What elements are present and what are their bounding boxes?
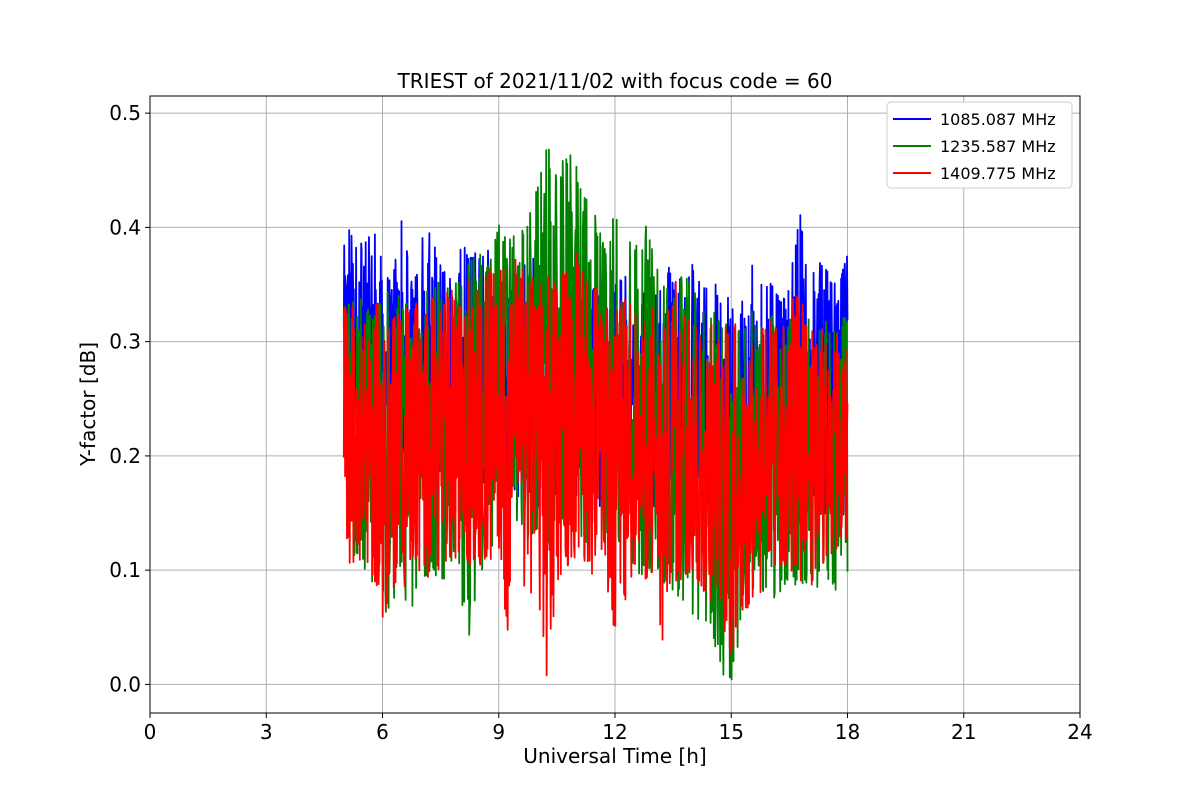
series-layer bbox=[342, 148, 849, 681]
legend-label-1: 1085.087 MHz bbox=[940, 110, 1056, 129]
series-line-3 bbox=[342, 252, 849, 677]
x-tick-label: 3 bbox=[260, 720, 273, 744]
y-tick-label: 0.0 bbox=[109, 672, 141, 696]
x-tick-label: 9 bbox=[492, 720, 505, 744]
x-tick-label: 15 bbox=[719, 720, 744, 744]
x-tick-label: 6 bbox=[376, 720, 389, 744]
x-tick-label: 0 bbox=[144, 720, 157, 744]
legend-label-2: 1235.587 MHz bbox=[940, 137, 1056, 156]
legend-label-3: 1409.775 MHz bbox=[940, 164, 1056, 183]
chart-title: TRIEST of 2021/11/02 with focus code = 6… bbox=[397, 69, 833, 93]
tick-layer: 0 3 6 9 12 15 18 21 24 0.0 0.1 0.2 0.3 0.4 0.5 bbox=[109, 101, 1093, 744]
y-tick-label: 0.3 bbox=[109, 330, 141, 354]
y-tick-label: 0.2 bbox=[109, 444, 141, 468]
y-axis-label: Y-factor [dB] bbox=[76, 342, 100, 467]
y-tick-label: 0.5 bbox=[109, 101, 141, 125]
y-tick-label: 0.1 bbox=[109, 558, 141, 582]
x-tick-label: 24 bbox=[1067, 720, 1092, 744]
x-tick-label: 18 bbox=[835, 720, 860, 744]
legend-box bbox=[886, 101, 1073, 189]
x-tick-label: 21 bbox=[951, 720, 976, 744]
y-tick-label: 0.4 bbox=[109, 215, 141, 239]
x-axis-label: Universal Time [h] bbox=[523, 744, 706, 768]
x-tick-label: 12 bbox=[602, 720, 627, 744]
legend: 1085.087 MHz 1235.587 MHz 1409.775 MHz bbox=[886, 101, 1073, 189]
